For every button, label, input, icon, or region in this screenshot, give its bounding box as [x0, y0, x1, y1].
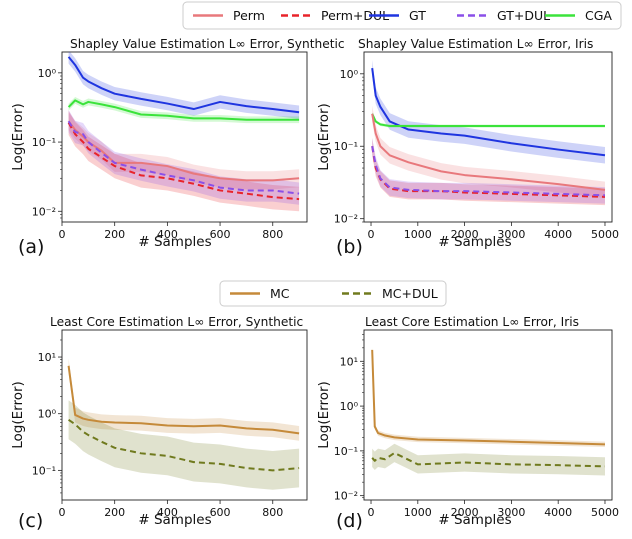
plot-area [67, 52, 300, 212]
series-band-perm-dul [68, 110, 300, 212]
x-tick-label: 0 [368, 228, 375, 241]
series-band-perm [68, 112, 300, 190]
y-axis-label: Log(Error) [316, 381, 332, 449]
series-band-perm-dul [372, 137, 605, 206]
x-tick-label: 1000 [404, 228, 432, 241]
plot-frame [61, 329, 308, 501]
plot-frame [363, 329, 613, 501]
y-tick-label: 10¹ [340, 355, 358, 368]
plot-area [371, 59, 606, 206]
series-band-perm [372, 105, 605, 199]
y-tick-label: 10⁻² [334, 490, 358, 503]
series-line-perm [371, 113, 606, 191]
y-tick-label: 10⁻¹ [334, 140, 358, 153]
chart-panel-4: Least Core Estimation L∞ Error, Iris 0 100… [316, 315, 619, 532]
chart-panel-3: Least Core Estimation L∞ Error, Syntheti… [10, 315, 308, 532]
chart-title: Shapley Value Estimation L∞ Error, Iris [358, 37, 593, 51]
y-tick-label: 10⁻² [32, 205, 56, 218]
x-axis-label: # Samples [438, 234, 511, 250]
series-band-gt [68, 52, 300, 119]
x-tick-label: 600 [210, 228, 231, 241]
x-tick-label: 3000 [497, 228, 525, 241]
y-tick-label: 10⁰ [38, 408, 57, 421]
x-tick-label: 1000 [404, 506, 432, 519]
series-line-gt [371, 67, 606, 157]
legend-label: GT [409, 8, 426, 23]
x-tick-label: 400 [157, 506, 178, 519]
x-tick-label: 200 [104, 228, 125, 241]
series-line-mc [67, 365, 300, 435]
chart-title: Least Core Estimation L∞ Error, Syntheti… [50, 315, 303, 329]
plot-frame [61, 51, 308, 223]
x-tick-label: 600 [210, 506, 231, 519]
x-tick-label: 0 [59, 506, 66, 519]
x-tick-label: 5000 [591, 228, 619, 241]
legend-top: Perm Perm+DUL GT GT+DUL CGA [182, 1, 622, 30]
x-tick-label: 800 [262, 506, 283, 519]
chart-panel-2: Shapley Value Estimation L∞ Error, Iris 0… [316, 37, 619, 258]
y-tick-label: 10¹ [38, 351, 56, 364]
legend-label: MC+DUL [382, 286, 438, 301]
series-line-gt-dul [371, 146, 606, 197]
plot-area [371, 347, 606, 476]
series-line-gt-dul [67, 120, 300, 195]
chart-title: Least Core Estimation L∞ Error, Iris [365, 315, 579, 329]
chart-panel-1: Shapley Value Estimation L∞ Error, Synth… [10, 37, 345, 258]
x-tick-label: 2000 [451, 506, 479, 519]
legend-label: Perm+DUL [321, 8, 389, 23]
legend-frame [219, 280, 447, 307]
series-line-mc-dul [68, 418, 300, 472]
legend-label: CGA [585, 8, 612, 23]
legend-label: MC [270, 286, 290, 301]
x-tick-label: 3000 [497, 506, 525, 519]
x-tick-label: 4000 [544, 506, 572, 519]
y-tick-label: 10⁰ [38, 67, 57, 80]
x-axis-label: # Samples [438, 512, 511, 528]
panel-label: (a) [18, 236, 44, 258]
y-axis-label: Log(Error) [10, 381, 26, 449]
series-band-mc [68, 358, 300, 441]
series-line-mc [371, 349, 606, 446]
y-axis-label: Log(Error) [10, 103, 26, 171]
x-axis-label: # Samples [138, 512, 211, 528]
chart-title: Shapley Value Estimation L∞ Error, Synth… [70, 37, 345, 51]
panel-label: (b) [336, 236, 363, 258]
y-tick-label: 10⁻² [334, 213, 358, 226]
series-band-mc-dul [372, 443, 605, 476]
series-line-gt [67, 56, 300, 114]
legend-frame [182, 1, 622, 30]
plot-area [67, 358, 300, 490]
x-axis-label: # Samples [138, 234, 211, 250]
series-line-perm-dul [67, 122, 300, 201]
legend-label: Perm [233, 8, 265, 23]
x-tick-label: 400 [157, 228, 178, 241]
y-tick-label: 10⁰ [340, 68, 359, 81]
series-band-gt-dul [68, 110, 300, 205]
y-tick-label: 10⁻¹ [334, 445, 358, 458]
panel-label: (d) [336, 510, 363, 532]
x-tick-label: 0 [368, 506, 375, 519]
panel-label: (c) [18, 510, 43, 532]
x-tick-label: 2000 [451, 228, 479, 241]
series-band-gt-dul [372, 137, 605, 204]
y-tick-label: 10⁻¹ [32, 464, 56, 477]
x-tick-label: 800 [262, 228, 283, 241]
legend-bottom: MC MC+DUL [219, 280, 447, 307]
x-tick-label: 5000 [591, 506, 619, 519]
legend-label: GT+DUL [497, 8, 550, 23]
y-tick-label: 10⁰ [340, 400, 359, 413]
series-line-cga [67, 99, 300, 121]
x-tick-label: 0 [59, 228, 66, 241]
series-line-cga [371, 113, 605, 128]
y-axis-label: Log(Error) [316, 103, 332, 171]
series-band-gt [372, 59, 605, 164]
y-tick-label: 10⁻¹ [32, 136, 56, 149]
series-line-perm [67, 120, 300, 182]
x-tick-label: 200 [104, 506, 125, 519]
series-band-cga [68, 96, 300, 124]
x-tick-label: 4000 [544, 228, 572, 241]
